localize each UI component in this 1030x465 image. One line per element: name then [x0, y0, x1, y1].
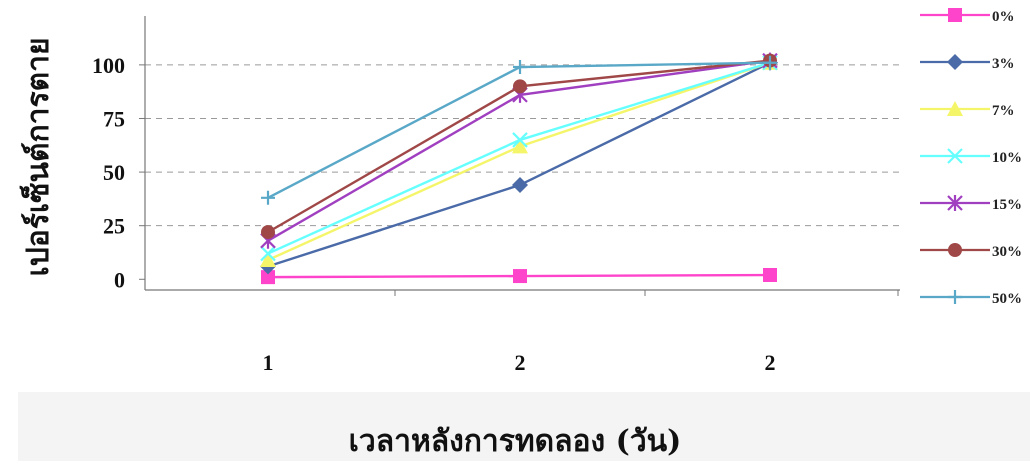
legend-item: 10% [920, 148, 1022, 166]
legend: 0% 3% 7% 10% 15% 30% 50% [920, 8, 1022, 307]
legend-marker [948, 8, 962, 22]
data-point [512, 138, 528, 154]
legend-label: 10% [992, 150, 1022, 166]
x-axis-label: เวลาหลังการทดลอง (วัน) [348, 424, 682, 459]
legend-marker [948, 290, 962, 304]
legend-marker [947, 54, 963, 70]
data-point [513, 60, 527, 75]
axes [139, 16, 900, 296]
legend-item: 15% [920, 195, 1022, 213]
data-point [261, 270, 275, 285]
x-tick-labels: 1 2 2 [263, 350, 776, 375]
data-point [261, 225, 275, 240]
legend-item: 0% [920, 8, 1015, 25]
legend-label: 7% [992, 103, 1015, 119]
y-tick-label: 25 [103, 214, 125, 239]
y-tick-label: 100 [92, 53, 125, 78]
legend-marker [948, 243, 962, 257]
series-lines [260, 52, 778, 285]
series-0% [261, 267, 777, 285]
x-tick-label: 2 [765, 350, 776, 375]
legend-label: 3% [992, 56, 1015, 72]
data-point [763, 267, 777, 282]
y-tick-label: 50 [103, 160, 125, 185]
y-tick-label: 75 [103, 106, 125, 131]
data-point [260, 251, 276, 267]
y-tick-label: 0 [114, 267, 125, 292]
legend-item: 7% [920, 101, 1015, 119]
data-point [261, 190, 275, 205]
x-tick-label: 2 [515, 350, 526, 375]
legend-item: 30% [920, 243, 1022, 260]
x-tick-label: 1 [263, 350, 274, 375]
y-tick-labels: 0 25 50 75 100 [92, 53, 125, 292]
data-point [512, 176, 528, 193]
series-50% [261, 55, 777, 205]
legend-item: 3% [920, 54, 1015, 72]
legend-label: 15% [992, 197, 1022, 213]
data-point [512, 132, 528, 148]
legend-marker [947, 101, 963, 116]
legend-label: 0% [992, 9, 1015, 25]
y-axis-label: เปอร์เซ็นต์การตาย [19, 37, 56, 276]
data-point [260, 245, 276, 262]
legend-label: 50% [992, 291, 1022, 307]
legend-marker [947, 148, 963, 164]
data-point [513, 79, 527, 94]
legend-marker [947, 195, 963, 211]
legend-label: 30% [992, 244, 1022, 260]
data-point [513, 269, 527, 284]
legend-item: 50% [920, 290, 1022, 307]
data-point [763, 55, 777, 70]
x-axis-label-band [18, 392, 1030, 461]
